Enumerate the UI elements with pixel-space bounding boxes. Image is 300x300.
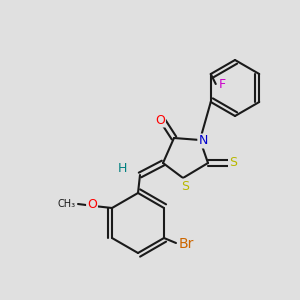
Text: O: O (87, 199, 97, 212)
Text: H: H (117, 161, 127, 175)
Text: F: F (219, 79, 226, 92)
Text: CH₃: CH₃ (58, 199, 76, 209)
Text: Br: Br (178, 237, 194, 251)
Text: S: S (181, 179, 189, 193)
Text: O: O (155, 113, 165, 127)
Text: S: S (229, 157, 237, 169)
Text: N: N (198, 134, 208, 148)
